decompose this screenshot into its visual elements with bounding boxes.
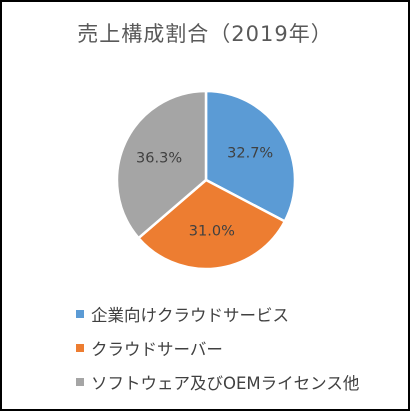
pie-chart: 32.7% 31.0% 36.3% (115, 89, 297, 271)
legend-label: 企業向けクラウドサービス (91, 306, 289, 325)
legend-swatch (76, 378, 84, 386)
legend-swatch (76, 344, 84, 352)
legend-item-software-oem: ソフトウェア及びOEMライセンス他 (76, 365, 359, 399)
legend-item-enterprise-cloud: 企業向けクラウドサービス (76, 297, 359, 331)
legend-label: ソフトウェア及びOEMライセンス他 (91, 374, 360, 393)
slice-software-oem (115, 89, 208, 240)
legend-item-cloud-server: クラウドサーバー (76, 331, 359, 365)
legend-label: クラウドサーバー (91, 340, 223, 359)
chart-title: 売上構成割合（2019年） (77, 22, 333, 46)
slice-cloud-server (137, 178, 287, 271)
label-software-oem: 36.3% (136, 150, 182, 166)
legend-swatch (76, 310, 84, 318)
slice-enterprise-cloud (204, 89, 297, 223)
chart-legend: 企業向けクラウドサービス クラウドサーバーソフトウェア及びOEMライセンス他 (76, 297, 359, 399)
label-cloud-server: 31.0% (189, 223, 235, 239)
label-enterprise-cloud: 32.7% (227, 145, 273, 161)
